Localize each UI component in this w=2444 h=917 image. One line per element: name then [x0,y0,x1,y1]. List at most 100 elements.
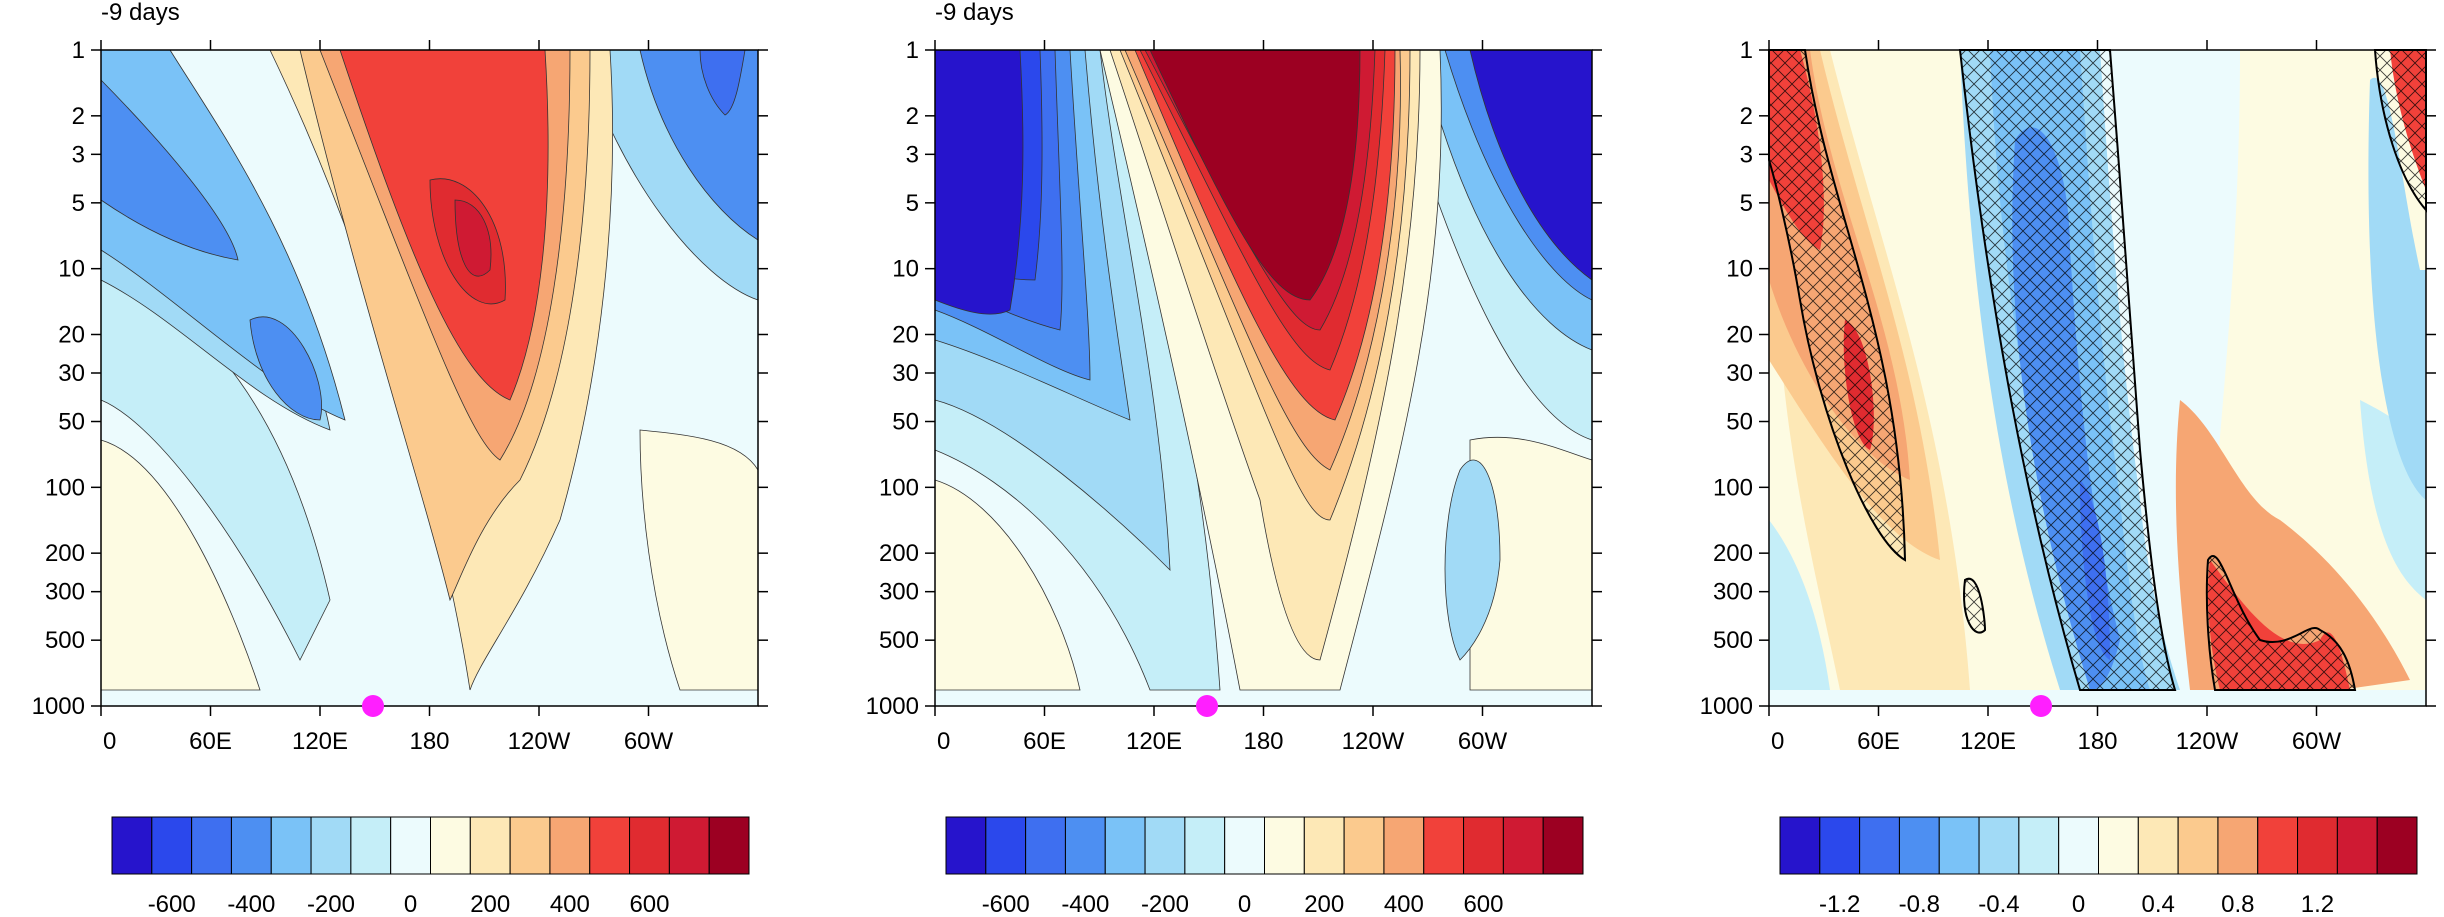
colorbar-tick-label: -200 [1141,891,1189,917]
y-tick-label: 1 [1740,37,1753,64]
colorbar-swatch [985,816,1027,875]
y-tick-label: 100 [879,474,919,501]
colorbar-swatch [589,816,631,875]
y-tick-label: 1000 [866,693,919,720]
region-mid-pos10 [1149,49,1361,301]
panel-middle-title: -9 days [935,0,1014,26]
colorbar-swatch [1898,816,1940,875]
colorbar-right: -1.2 -0.8 -0.4 0 0.4 0.8 1.2 [1779,816,2418,917]
colorbar-swatch [1264,816,1305,875]
y-tick-label: 100 [45,474,85,501]
colorbar-swatch [430,816,471,875]
x-tick-label: 60E [1857,728,1900,755]
x-tick-label: 180 [1243,728,1283,755]
colorbar-swatch [1144,816,1186,875]
hatch-right-1 [1958,49,2177,691]
colorbar-swatch [390,816,431,875]
colorbar-swatch [945,816,987,875]
hatch-right-2 [1768,49,1907,562]
colorbar-tick-label: 0 [404,891,417,917]
region-right-neg1 [1769,520,1830,690]
x-tick-label: 0 [937,728,950,755]
y-tick-label: 10 [58,256,85,283]
x-tick-label: 120E [292,728,348,755]
y-tick-label: 50 [1726,409,1753,436]
marker-point-right [2030,695,2052,717]
colorbar-left: -600 -400 -200 0 200 400 600 [111,816,750,917]
colorbar-swatch [230,816,272,875]
colorbar-swatch [1502,816,1544,875]
colorbar-swatch [1463,816,1504,875]
region-left-pos2 [639,429,759,691]
colorbar-tick-label: 0 [1238,891,1251,917]
colorbar-swatch [708,816,750,875]
y-axis-middle: 1 2 3 5 10 20 30 50 100 200 300 500 1000 [866,37,1602,720]
colorbar-swatch [2217,816,2259,875]
region-left-neg8 [699,49,746,116]
y-tick-label: 1 [906,37,919,64]
colorbar-swatch [629,816,670,875]
colorbar-swatch [509,816,551,875]
y-tick-label: 50 [892,409,919,436]
region-left-neg5 [249,316,322,421]
region-mid-neg7 [934,49,1024,315]
colorbar-swatch [2098,816,2139,875]
x-tick-label: 120W [2176,728,2239,755]
y-tick-label: 30 [58,360,85,387]
colorbar-swatch [1978,816,2020,875]
colorbar-swatch [111,816,153,875]
region-mid-neg11 [1469,49,1593,281]
y-tick-label: 5 [72,190,85,217]
y-tick-label: 200 [45,540,85,567]
y-tick-label: 3 [906,141,919,168]
field-middle [934,49,1593,691]
y-tick-label: 100 [1713,474,1753,501]
colorbar-tick-label: 600 [1463,891,1503,917]
colorbar-tick-label: -1.2 [1819,891,1860,917]
x-tick-label: 180 [409,728,449,755]
colorbar-middle: -600 -400 -200 0 200 400 600 [945,816,1584,917]
colorbar-swatch [1224,816,1265,875]
colorbar-tick-label: -200 [307,891,355,917]
colorbar-swatch [1859,816,1900,875]
y-tick-label: 300 [879,579,919,606]
x-tick-label: 60E [189,728,232,755]
x-tick-label: 60W [1458,728,1508,755]
hatch-right-4 [1963,577,1987,634]
y-tick-label: 2 [1740,103,1753,130]
y-tick-label: 500 [45,627,85,654]
x-axis-left: 0 60E 120E 180 120W 60W [100,40,674,755]
y-tick-label: 20 [1726,321,1753,348]
colorbar-swatch [2257,816,2299,875]
colorbar-swatch [1423,816,1465,875]
colorbar-swatch [1383,816,1425,875]
colorbar-swatch [191,816,232,875]
colorbar-tick-label: -600 [982,891,1030,917]
region-left-neg4 [100,79,239,261]
y-tick-label: 1 [72,37,85,64]
colorbar-swatch [2018,816,2060,875]
colorbar-tick-label: 200 [470,891,510,917]
y-tick-label: 200 [879,540,919,567]
colorbar-tick-label: -0.4 [1978,891,2019,917]
colorbar-swatch [270,816,312,875]
y-tick-label: 200 [1713,540,1753,567]
panel-left-title: -9 days [101,0,180,26]
colorbar-swatch [1779,816,1821,875]
colorbar-swatch [2297,816,2338,875]
x-tick-label: 0 [103,728,116,755]
y-tick-label: 20 [892,321,919,348]
hatch-right-3 [2205,555,2357,691]
y-tick-label: 30 [1726,360,1753,387]
colorbar-swatch [151,816,193,875]
x-tick-label: 60E [1023,728,1066,755]
y-tick-label: 10 [1726,256,1753,283]
colorbar-tick-label: 0.4 [2142,891,2175,917]
x-tick-label: 180 [2077,728,2117,755]
y-tick-label: 1000 [1700,693,1753,720]
region-mid-neg12 [1444,459,1501,661]
colorbar-swatch [310,816,352,875]
colorbar-swatch [469,816,511,875]
colorbar-tick-label: 200 [1304,891,1344,917]
